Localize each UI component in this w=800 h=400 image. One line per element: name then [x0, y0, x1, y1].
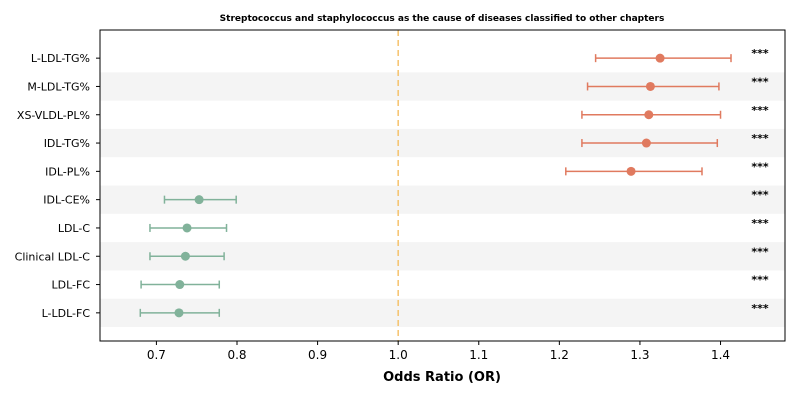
significance-label: ***	[751, 104, 769, 117]
or-point	[645, 81, 655, 91]
plot-frame	[99, 29, 786, 342]
x-tick-label: 1.1	[469, 348, 488, 362]
data-marks: *** *** *** *** *** *** *** *** *** ***	[139, 47, 769, 318]
or-point	[641, 138, 651, 148]
x-tick-label: 0.9	[308, 348, 327, 362]
y-tick-label: XS-VLDL-PL%	[17, 109, 90, 122]
x-tick-label: 0.8	[227, 348, 246, 362]
y-tick-label: IDL-CE%	[43, 194, 90, 207]
x-tick-label: 1.0	[389, 348, 408, 362]
y-tick-label: L-LDL-FC	[42, 307, 91, 320]
or-point	[182, 223, 192, 233]
significance-label: ***	[751, 274, 769, 287]
or-point	[174, 308, 184, 318]
or-point	[626, 166, 636, 176]
y-axis-ticks: L-LDL-TG% M-LDL-TG% XS-VLDL-PL% IDL-TG% IDL-…	[15, 52, 100, 320]
significance-label: ***	[751, 132, 769, 145]
or-point	[180, 251, 190, 261]
significance-label: ***	[751, 245, 769, 258]
x-tick-label: 1.4	[711, 348, 730, 362]
y-tick-label: IDL-TG%	[44, 137, 90, 150]
x-tick-label: 1.2	[550, 348, 569, 362]
significance-label: ***	[751, 189, 769, 202]
or-point	[655, 53, 665, 63]
or-point	[175, 280, 185, 290]
y-tick-label: Clinical LDL-C	[15, 250, 91, 263]
y-tick-label: LDL-FC	[51, 279, 90, 292]
x-axis-label: Odds Ratio (OR)	[383, 370, 501, 385]
y-tick-label: M-LDL-TG%	[27, 80, 90, 93]
y-tick-label: IDL-PL%	[45, 165, 90, 178]
significance-label: ***	[751, 160, 769, 173]
or-point	[644, 110, 654, 120]
significance-label: ***	[751, 47, 769, 60]
significance-label: ***	[751, 302, 769, 315]
chart-title: Streptococcus and staphylococcus as the …	[220, 14, 665, 24]
y-tick-label: L-LDL-TG%	[31, 52, 90, 65]
x-axis-ticks: 0.7 0.8 0.9 1.0 1.1 1.2 1.3 1.4	[147, 341, 730, 362]
significance-label: ***	[751, 75, 769, 88]
x-tick-label: 0.7	[147, 348, 166, 362]
x-tick-label: 1.3	[630, 348, 649, 362]
significance-label: ***	[751, 217, 769, 230]
y-tick-label: LDL-C	[58, 222, 91, 235]
or-point	[194, 195, 204, 205]
